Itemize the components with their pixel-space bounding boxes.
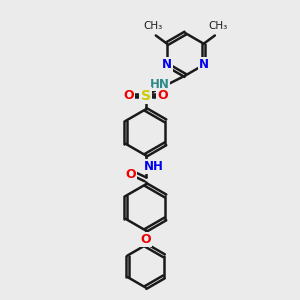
Text: CH₃: CH₃ [208, 21, 227, 31]
Text: O: O [157, 89, 168, 102]
Text: CH₃: CH₃ [143, 21, 163, 31]
Text: O: O [123, 89, 134, 102]
Text: O: O [125, 168, 136, 181]
Text: O: O [140, 233, 151, 246]
Text: N: N [199, 58, 209, 71]
Text: HN: HN [150, 77, 169, 91]
Text: N: N [162, 58, 172, 71]
Text: NH: NH [144, 160, 164, 173]
Text: S: S [141, 88, 151, 103]
